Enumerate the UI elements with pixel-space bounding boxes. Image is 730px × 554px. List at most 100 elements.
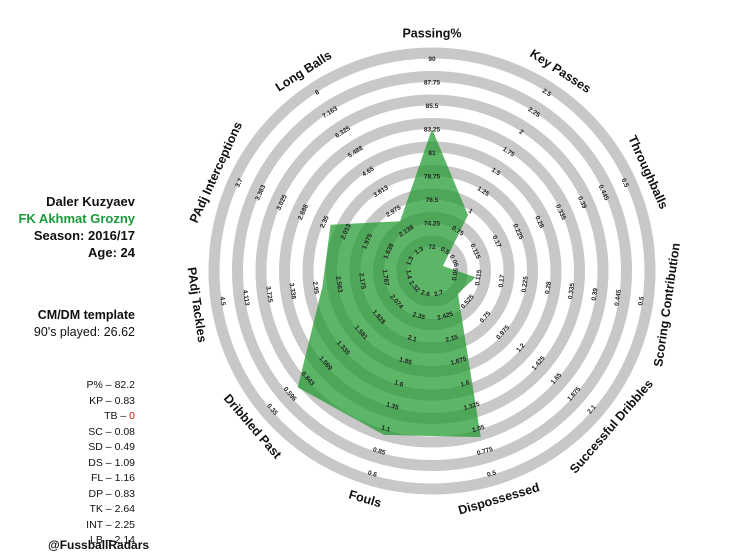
stat-value: 0.83 <box>114 394 135 407</box>
axis-label-passing-: Passing% <box>402 27 461 41</box>
tick-label: 85.5 <box>426 103 439 110</box>
tick-label: 0.5 <box>486 469 497 478</box>
axis-label-fouls: Fouls <box>347 487 383 510</box>
tick-label: 2.1 <box>407 334 418 343</box>
player-polygon <box>297 129 481 438</box>
stat-abbr: P% – <box>86 379 115 391</box>
age: Age: 24 <box>88 245 135 260</box>
tick-label: 1.5 <box>490 167 502 178</box>
tick-label: 1.6 <box>393 379 404 388</box>
tick-label: 2.175 <box>357 273 366 290</box>
tick-label: 2.7 <box>433 289 444 298</box>
stat-abbr: LB – <box>90 534 115 546</box>
tick-label: 0.335 <box>567 282 576 299</box>
tick-label: 0.445 <box>614 289 623 306</box>
tick-label: 0.39 <box>591 287 600 301</box>
tick-label: 74.25 <box>424 220 441 227</box>
tick-label: 1.3 <box>405 255 415 266</box>
ring-8 <box>232 71 632 471</box>
tick-label: 2.35 <box>319 215 331 230</box>
stat-abbr: DP – <box>88 487 115 500</box>
tick-label: 0.115 <box>474 269 483 286</box>
tick-label: 2.563 <box>334 276 343 293</box>
tick-label: 1.85 <box>398 356 412 366</box>
tick-label: 1.875 <box>450 356 468 367</box>
tick-label: 0.5 <box>620 177 630 188</box>
stat-abbr: FL – <box>91 472 115 484</box>
tick-label: 90 <box>428 56 436 63</box>
stat-value: 0.49 <box>114 441 135 453</box>
stat-tb: TB – 0 <box>0 409 135 425</box>
stat-int: INT – 2.25 <box>0 518 135 534</box>
tick-label: 72 <box>428 244 436 251</box>
stat-value: 82.2 <box>114 379 135 391</box>
stat-value: 2.64 <box>114 503 135 515</box>
tick-label: 2.95 <box>311 281 320 295</box>
tick-label: 3.725 <box>264 286 273 303</box>
stat-p%: P% – 82.2 <box>0 378 135 394</box>
stat-value: 2.14 <box>114 534 135 546</box>
stat-ds: DS – 1.09 <box>0 456 135 472</box>
tick-label: 0.28 <box>533 215 545 230</box>
stat-value: 0.83 <box>114 487 135 500</box>
season: Season: 2016/17 <box>33 228 135 243</box>
stat-list: P% – 82.2 KP – 0.83 TB – 0 SC – 0.08 SD – 0.… <box>0 378 135 549</box>
tick-label: 4.113 <box>241 289 250 306</box>
tick-label: 8 <box>314 89 321 97</box>
stat-lb: LB – 2.14 <box>0 533 135 549</box>
stat-abbr: INT – <box>86 518 115 531</box>
tick-label: 0.06 <box>448 254 460 269</box>
tick-label: 0.775 <box>476 446 494 457</box>
axis-label-padj-tackles: PAdj Tackles <box>185 266 210 343</box>
stat-kp: KP – 0.83 <box>0 394 135 410</box>
player-polygon-layer <box>297 129 481 438</box>
tick-label: 0.17 <box>491 234 503 249</box>
stat-sc: SC – 0.08 <box>0 425 135 441</box>
tick-label: 0.6 <box>367 470 378 479</box>
stat-value: 0 <box>129 410 135 422</box>
stat-tk: TK – 2.64 <box>0 502 135 518</box>
tick-label: 0.39 <box>576 195 588 210</box>
ring-9 <box>208 47 656 495</box>
tick-label: 1.6 <box>460 379 471 388</box>
tick-label: 0.28 <box>544 281 553 295</box>
minutes-played: 90's played: 26.62 <box>33 325 135 339</box>
tick-label: 4.5 <box>218 296 226 306</box>
stat-value: 0.08 <box>114 425 135 438</box>
template-name: CM/DM template <box>37 308 135 322</box>
stat-value: 2.25 <box>114 518 135 531</box>
tick-label: 0.225 <box>521 275 530 292</box>
tick-label: 2.35 <box>412 311 426 321</box>
team-name: FK Akhmat Grozny <box>18 211 135 226</box>
tick-label: 2.425 <box>437 311 455 322</box>
stat-abbr: TK – <box>89 503 115 515</box>
tick-label: 1.787 <box>381 269 390 286</box>
template-info: CM/DM template 90's played: 26.62 <box>0 307 135 341</box>
tick-label: 1.3 <box>414 245 426 256</box>
tick-label: 87.75 <box>424 79 441 86</box>
player-info: Daler Kuzyaev FK Akhmat Grozny Season: 2… <box>0 193 135 261</box>
stat-abbr: DS – <box>88 456 115 469</box>
tick-label: 76.5 <box>426 197 439 204</box>
stat-fl: FL – 1.16 <box>0 471 135 487</box>
tick-label: 1.35 <box>385 401 399 411</box>
stat-value: 1.09 <box>114 456 135 469</box>
tick-label: 2.15 <box>445 334 459 344</box>
tick-label: 81 <box>428 150 436 157</box>
tick-label: 2.1 <box>586 404 597 416</box>
stat-abbr: KP – <box>89 394 115 407</box>
tick-label: 0.5 <box>439 246 451 257</box>
tick-label: 0.85 <box>372 446 386 456</box>
stat-dp: DP – 0.83 <box>0 487 135 503</box>
tick-label: 3.338 <box>288 283 297 300</box>
stat-value: 1.16 <box>114 472 135 484</box>
stat-sd: SD – 0.49 <box>0 440 135 456</box>
stat-abbr: SC – <box>88 425 115 438</box>
tick-label: 2.6 <box>420 289 431 298</box>
tick-label: 0.5 <box>637 296 645 306</box>
player-name: Daler Kuzyaev <box>46 194 135 209</box>
tick-label: 3.7 <box>234 177 244 188</box>
tick-label: 1.4 <box>404 269 412 279</box>
tick-label: 1.2 <box>515 342 526 354</box>
